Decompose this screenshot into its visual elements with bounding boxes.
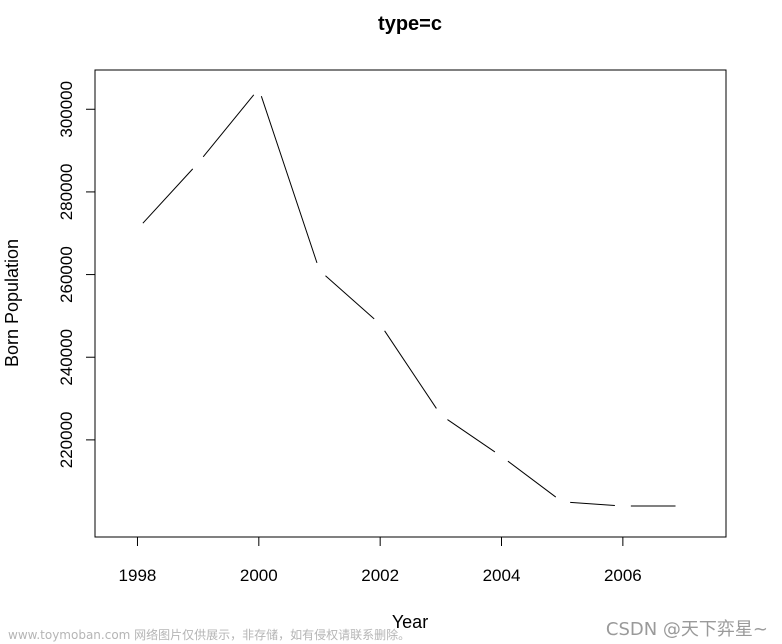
y-tick-label: 240000 [57,329,76,386]
plot-frame [94,69,727,538]
series-line-segment [260,96,318,264]
x-tick-label: 2004 [483,566,521,585]
y-tick-label: 280000 [57,164,76,221]
x-axis: 1998 2000 2002 2004 2006 [119,536,642,585]
x-axis-label: Year [392,612,428,632]
watermark-right: CSDN @天下弈星~ [605,619,768,640]
series-line-segment [447,419,496,453]
y-tick-label: 260000 [57,246,76,303]
series-layer [142,94,676,507]
y-axis: 220000 240000 260000 280000 300000 [57,81,96,469]
series-line-segment [570,501,615,506]
series-line-segment [202,94,255,158]
series-line-segment [384,330,437,409]
y-axis-label: Born Population [2,239,22,367]
watermark-left: www.toymoban.com 网络图片仅供展示，非存储，如有侵权请联系删除。 [8,628,411,642]
series-line-segment [142,168,194,224]
y-tick-label: 220000 [57,412,76,469]
y-tick-label: 300000 [57,81,76,138]
chart-title: type=c [378,13,442,35]
x-tick-label: 2006 [604,566,642,585]
x-tick-label: 2002 [361,566,399,585]
series-line-segment [325,275,375,320]
x-tick-label: 1998 [119,566,157,585]
x-tick-label: 2000 [240,566,278,585]
series-line-segment [507,460,557,498]
